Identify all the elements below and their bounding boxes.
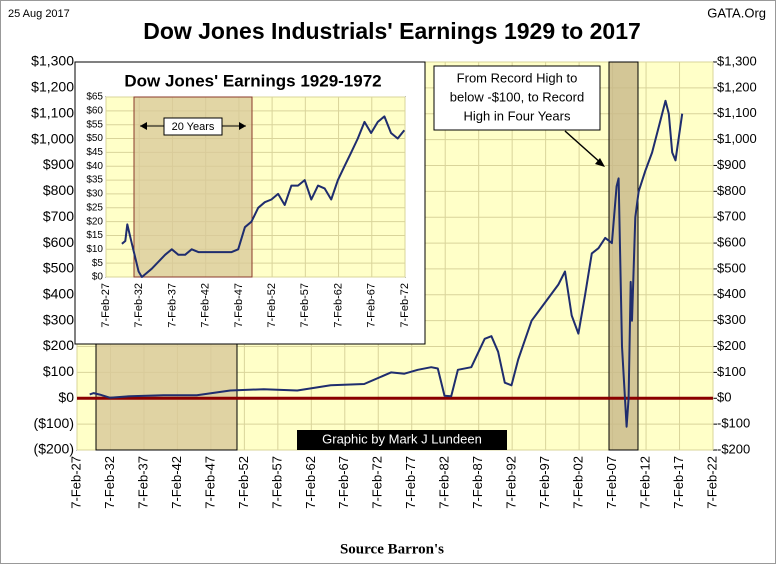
y-tick-label: $200 bbox=[43, 337, 74, 353]
x-tick-label: 7-Feb-07 bbox=[604, 456, 619, 509]
y2-tick-label: $100 bbox=[717, 364, 746, 379]
y-tick-label: $1,100 bbox=[31, 104, 74, 120]
x-tick-label: 7-Feb-47 bbox=[202, 456, 217, 509]
y2-tick-label: $1,100 bbox=[717, 105, 757, 120]
annotation-line: High in Four Years bbox=[464, 108, 571, 123]
x-tick-label: 7-Feb-87 bbox=[470, 456, 485, 509]
x-tick-label: 7-Feb-52 bbox=[266, 283, 278, 328]
y-tick-label: $1,200 bbox=[31, 79, 74, 95]
x-tick-label: 7-Feb-42 bbox=[169, 456, 184, 509]
x-tick-label: 7-Feb-67 bbox=[336, 456, 351, 509]
arrow-head bbox=[595, 158, 605, 167]
inset-title: Dow Jones' Earnings 1929-1972 bbox=[124, 71, 381, 90]
series-line bbox=[121, 115, 406, 278]
y2-tick-label: $300 bbox=[717, 312, 746, 327]
chart-title: Dow Jones Industrials' Earnings 1929 to … bbox=[143, 18, 641, 44]
x-tick-label: 7-Feb-22 bbox=[704, 456, 719, 509]
x-tick-label: 7-Feb-97 bbox=[537, 456, 552, 509]
inset-series bbox=[121, 115, 406, 278]
x-tick-label: 7-Feb-17 bbox=[671, 456, 686, 509]
y-tick-label: $400 bbox=[43, 286, 74, 302]
y-tick-label: $35 bbox=[86, 175, 103, 186]
annotation-line: below -$100, to Record bbox=[450, 89, 584, 104]
y2-tick-label: $800 bbox=[717, 183, 746, 198]
y-tick-label: $1,000 bbox=[31, 130, 74, 146]
y2-tick-label: $500 bbox=[717, 260, 746, 275]
x-tick-label: 7-Feb-32 bbox=[133, 283, 145, 328]
y-tick-label: $60 bbox=[86, 105, 103, 116]
site-label: GATA.Org bbox=[707, 5, 766, 20]
labels: 25 Aug 2017 GATA.Org Dow Jones Industria… bbox=[8, 5, 766, 557]
y-tick-label: $30 bbox=[86, 189, 103, 200]
y2-tick-label: $900 bbox=[717, 157, 746, 172]
annotation-line: From Record High to bbox=[457, 70, 578, 85]
y-tick-label: $0 bbox=[58, 389, 74, 405]
x-tick-label: 7-Feb-62 bbox=[332, 283, 344, 328]
x-tick-label: 7-Feb-72 bbox=[370, 456, 385, 509]
y-tick-label: $20 bbox=[86, 216, 103, 227]
y2-tick-label: $600 bbox=[717, 235, 746, 250]
y2-tick-label: $1,000 bbox=[717, 131, 757, 146]
x-tick-label: 7-Feb-57 bbox=[269, 456, 284, 509]
annotation-arrow bbox=[564, 130, 603, 165]
y2-tick-label: -$200 bbox=[717, 441, 750, 456]
series-line bbox=[89, 99, 684, 428]
annotation-box bbox=[433, 65, 601, 131]
x-tick-label: 7-Feb-37 bbox=[135, 456, 150, 509]
y-tick-label: $500 bbox=[43, 260, 74, 276]
y-tick-label: $10 bbox=[86, 244, 103, 255]
y-tick-label: $45 bbox=[86, 147, 103, 158]
x-tick-label: 7-Feb-42 bbox=[200, 283, 212, 328]
y-tick-label: $300 bbox=[43, 311, 74, 327]
y-tick-label: $600 bbox=[43, 234, 74, 250]
x-tick-label: 7-Feb-27 bbox=[100, 283, 112, 328]
date-label: 25 Aug 2017 bbox=[8, 8, 70, 20]
y-tick-label: $5 bbox=[92, 258, 104, 269]
y-tick-label: ($100) bbox=[34, 415, 74, 431]
x-tick-label: 7-Feb-57 bbox=[299, 283, 311, 328]
annotation-box bbox=[163, 117, 223, 136]
y-tick-label: $25 bbox=[86, 202, 103, 213]
y-tick-label: $40 bbox=[86, 161, 103, 172]
x-tick-label: 7-Feb-92 bbox=[504, 456, 519, 509]
main-series bbox=[77, 99, 713, 428]
y-tick-label: $800 bbox=[43, 182, 74, 198]
x-tick-label: 7-Feb-27 bbox=[68, 456, 83, 509]
x-tick-label: 7-Feb-62 bbox=[303, 456, 318, 509]
x-tick-label: 7-Feb-67 bbox=[366, 283, 378, 328]
y2-tick-label: $400 bbox=[717, 286, 746, 301]
credit-box bbox=[297, 430, 507, 450]
y2-tick-label: $700 bbox=[717, 209, 746, 224]
x-tick-label: 7-Feb-72 bbox=[399, 283, 411, 328]
y2-tick-label: -$100 bbox=[717, 416, 750, 431]
x-tick-label: 7-Feb-77 bbox=[403, 456, 418, 509]
inset-overlay: 20 Years bbox=[133, 96, 253, 278]
y-tick-label: $50 bbox=[86, 133, 103, 144]
x-tick-label: 7-Feb-82 bbox=[437, 456, 452, 509]
credit: Graphic by Mark J Lundeen bbox=[322, 431, 482, 446]
y2-tick-label: $200 bbox=[717, 338, 746, 353]
x-tick-label: 7-Feb-52 bbox=[236, 456, 251, 509]
y-tick-label: $65 bbox=[86, 92, 103, 103]
x-tick-label: 7-Feb-37 bbox=[166, 283, 178, 328]
y-tick-label: $1,300 bbox=[31, 53, 74, 69]
y-tick-label: $55 bbox=[86, 119, 103, 130]
x-tick-label: 7-Feb-12 bbox=[637, 456, 652, 509]
y-tick-label: ($200) bbox=[34, 441, 74, 457]
y-tick-label: $100 bbox=[43, 363, 74, 379]
x-tick-label: 7-Feb-32 bbox=[102, 456, 117, 509]
y2-tick-label: $1,200 bbox=[717, 79, 757, 94]
y2-tick-label: $1,300 bbox=[717, 53, 757, 68]
y2-tick-label: $0 bbox=[717, 390, 731, 405]
y-tick-label: $15 bbox=[86, 230, 103, 241]
inset-annotation: 20 Years bbox=[172, 121, 215, 133]
x-tick-label: 7-Feb-47 bbox=[233, 283, 245, 328]
y-tick-label: $900 bbox=[43, 156, 74, 172]
x-tick-label: 7-Feb-02 bbox=[571, 456, 586, 509]
y-tick-label: $700 bbox=[43, 208, 74, 224]
source: Source Barron's bbox=[340, 541, 444, 557]
y-tick-label: $0 bbox=[92, 272, 104, 283]
